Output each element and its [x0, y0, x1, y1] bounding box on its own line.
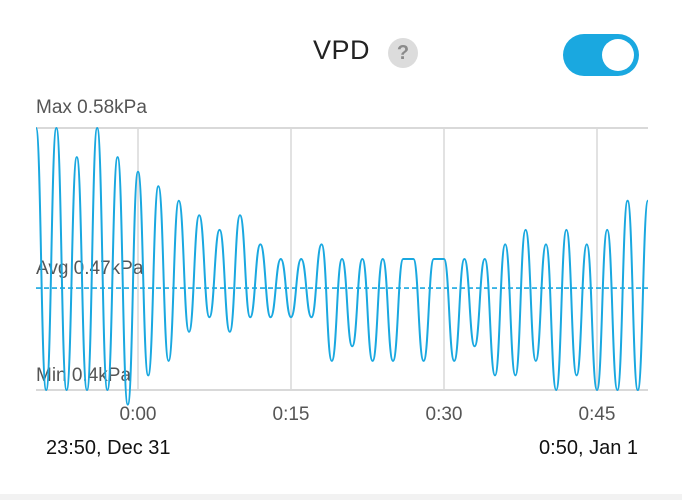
toggle-knob: [602, 39, 634, 71]
avg-label: Avg 0.47kPa: [36, 258, 144, 279]
help-icon[interactable]: ?: [388, 38, 418, 68]
max-label: Max 0.58kPa: [36, 97, 147, 118]
card-header: VPD ?: [0, 22, 682, 82]
range-start-label: 23:50, Dec 31: [46, 437, 171, 459]
range-end-label: 0:50, Jan 1: [539, 437, 638, 459]
vpd-line-chart: Max 0.58kPa Avg 0.47kPa Min 0.4kPa 0:00 0…: [35, 97, 649, 425]
x-tick-label: 0:30: [426, 404, 463, 425]
min-label: Min 0.4kPa: [36, 365, 131, 386]
x-tick-label: 0:45: [579, 404, 616, 425]
x-tick-label: 0:00: [120, 404, 157, 425]
card-title: VPD: [313, 35, 371, 65]
x-tick-label: 0:15: [273, 404, 310, 425]
vpd-toggle[interactable]: [563, 34, 639, 76]
vpd-series-line: [35, 126, 649, 406]
